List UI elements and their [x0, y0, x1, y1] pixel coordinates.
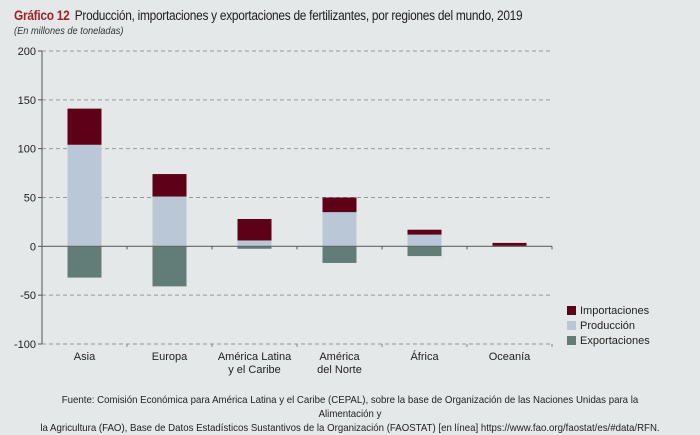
y-tick-label: 0: [30, 241, 36, 253]
y-tick-label: -100: [14, 339, 36, 351]
bar-produccion: [68, 145, 102, 247]
y-tick-labels: 200 150 100 50 0 -50 -100: [14, 46, 36, 351]
bar-produccion: [153, 197, 187, 247]
x-category-label: América: [319, 351, 360, 363]
bar-exportaciones: [153, 246, 187, 286]
legend-swatch: [567, 336, 576, 345]
legend-item-produccion: Producción: [567, 318, 650, 333]
y-tick-label: -50: [20, 290, 36, 302]
legend-label: Importaciones: [580, 305, 649, 317]
y-tick-label: 100: [18, 144, 36, 156]
axes: [38, 51, 552, 347]
bar-produccion: [323, 212, 357, 246]
bar-importaciones: [408, 230, 442, 235]
legend-item-exportaciones: Exportaciones: [567, 333, 650, 348]
y-tick-label: 200: [18, 46, 36, 58]
legend-label: Exportaciones: [580, 335, 650, 347]
bar-exportaciones: [323, 246, 357, 263]
bar-produccion: [238, 240, 272, 246]
bar-exportaciones: [68, 246, 102, 277]
x-category-label: Asia: [74, 351, 96, 363]
y-tick-label: 150: [18, 95, 36, 107]
legend-swatch: [567, 321, 576, 330]
gridlines: [42, 51, 552, 344]
bar-importaciones: [493, 243, 527, 246]
source-line-1: Fuente: Comisión Económica para América …: [37, 393, 663, 421]
x-category-label: África: [410, 350, 439, 363]
bar-importaciones: [323, 198, 357, 213]
bar-importaciones: [68, 109, 102, 145]
legend-swatch: [567, 306, 576, 315]
x-category-label: Oceanía: [489, 351, 531, 363]
source-line-2: la Agricultura (FAO), Base de Datos Esta…: [37, 421, 663, 435]
x-category-label: y el Caribe: [228, 364, 281, 376]
legend: Importaciones Producción Exportaciones: [567, 303, 650, 348]
bar-produccion: [408, 235, 442, 247]
bar-importaciones: [153, 174, 187, 196]
bar-importaciones: [238, 219, 272, 240]
legend-label: Producción: [580, 320, 635, 332]
legend-item-importaciones: Importaciones: [567, 303, 650, 318]
x-category-label: América Latina: [218, 351, 292, 363]
x-category-label: Europa: [152, 351, 188, 363]
y-tick-label: 50: [24, 193, 36, 205]
x-category-label: del Norte: [317, 364, 362, 376]
bar-exportaciones: [408, 246, 442, 256]
